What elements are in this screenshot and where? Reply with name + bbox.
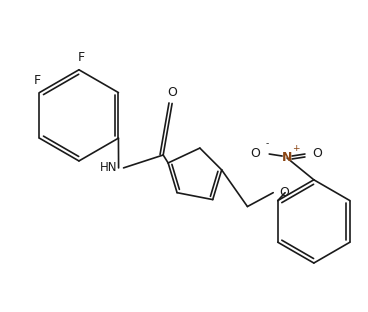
Text: F: F <box>34 74 41 87</box>
Text: HN: HN <box>100 161 118 174</box>
Text: -: - <box>265 139 269 148</box>
Text: O: O <box>251 147 260 159</box>
Text: +: + <box>292 144 300 153</box>
Text: O: O <box>167 85 177 99</box>
Text: N: N <box>282 152 292 164</box>
Text: F: F <box>77 51 85 64</box>
Text: O: O <box>312 147 322 159</box>
Text: O: O <box>279 186 289 199</box>
